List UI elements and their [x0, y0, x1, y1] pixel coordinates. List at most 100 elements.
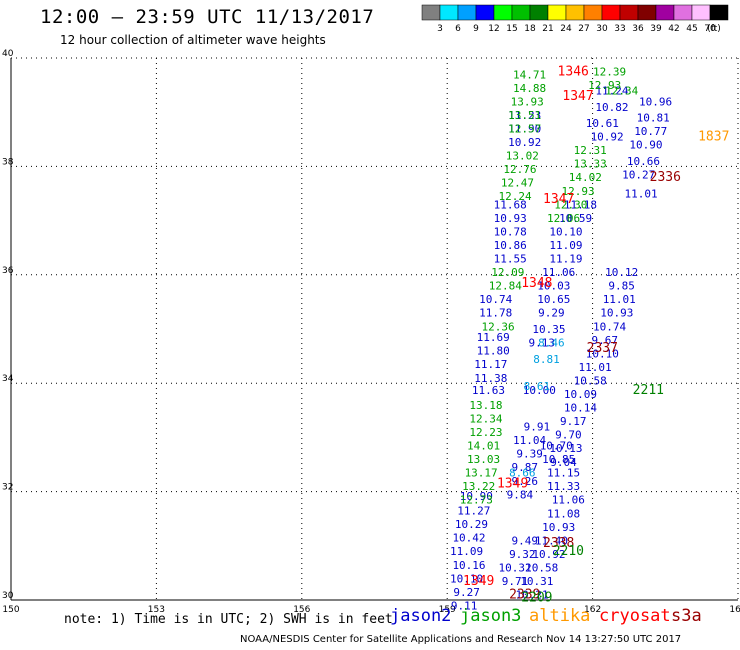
data-point-label: 10.90 — [460, 490, 493, 503]
legend-jason3: jason3 — [460, 606, 522, 626]
data-point-label: 11.55 — [494, 253, 527, 266]
colorbar-label: 3 — [437, 24, 443, 34]
colorbar-label: 30 — [596, 24, 608, 34]
data-point-label: 13.03 — [467, 453, 500, 466]
x-tick-label: 153 — [148, 605, 165, 615]
colorbar-swatch — [529, 4, 549, 21]
data-point-label: 12.84 — [489, 280, 522, 293]
data-point-label: 8.66 — [509, 467, 536, 480]
data-point-label: 10.31 — [520, 575, 553, 588]
colorbar-label: 21 — [542, 24, 553, 34]
data-point-label: 10.35 — [532, 323, 565, 336]
data-point-label: 11.15 — [547, 467, 580, 480]
data-point-label: 1837 — [698, 130, 729, 145]
data-point-label: 11.23 — [508, 109, 541, 122]
data-point-label: 11.04 — [513, 434, 546, 447]
data-point-label: 10.00 — [523, 384, 556, 397]
data-point-label: 11.90 — [508, 122, 541, 135]
data-point-label: 12.34 — [605, 85, 638, 98]
data-point-label: 10.70 — [540, 440, 573, 453]
data-point-label: 10.59 — [559, 212, 592, 225]
data-point-label: 1347 — [562, 89, 593, 104]
data-point-label: 10.90 — [629, 139, 662, 152]
data-point-label: 11.17 — [474, 358, 507, 371]
data-point-label: 14.71 — [513, 68, 546, 81]
x-tick-label: 162 — [584, 605, 601, 615]
colorbar-swatch — [691, 4, 711, 21]
colorbar-label: 27 — [578, 24, 589, 34]
data-point-label: 11.78 — [479, 307, 512, 320]
colorbar-swatch — [619, 4, 639, 21]
data-point-label: 10.77 — [634, 125, 667, 138]
data-point-label: 1347 — [543, 192, 574, 207]
data-point-label: 11.68 — [494, 198, 527, 211]
footer-note: note: 1) Time is in UTC; 2) SWH is in fe… — [64, 612, 393, 627]
data-point-label: 10.92 — [532, 548, 565, 561]
chart-title: 12:00 – 23:59 UTC 11/13/2017 — [40, 6, 375, 28]
colorbar-label: 9 — [473, 24, 479, 34]
data-point-label: 9.91 — [524, 421, 551, 434]
data-point-label: 10.16 — [452, 559, 485, 572]
data-point-label: 1346 — [558, 65, 589, 80]
data-point-label: 10.96 — [639, 95, 672, 108]
colorbar-swatch — [475, 4, 495, 21]
colorbar-label: 42 — [668, 24, 679, 34]
data-point-label: 11.40 — [535, 534, 568, 547]
x-tick-label: 150 — [2, 605, 19, 615]
colorbar-swatch — [709, 4, 729, 21]
colorbar-swatch — [637, 4, 657, 21]
data-point-label: 10.03 — [537, 280, 570, 293]
colorbar-swatch — [547, 4, 567, 21]
data-marks: 11.2311.9010.9211.6810.9310.7810.8611.55… — [450, 65, 729, 613]
data-point-label: 8.61 — [524, 380, 551, 393]
data-point-label: 2338 — [543, 536, 574, 551]
data-point-label: 13.02 — [506, 150, 539, 163]
data-point-label: 9.49 — [511, 534, 538, 547]
legend-cryosat: cryosat — [599, 606, 671, 626]
data-point-label: 10.85 — [542, 453, 575, 466]
data-point-label: 13.33 — [574, 158, 607, 171]
y-tick-label: 32 — [2, 483, 13, 493]
data-point-label: 9.85 — [608, 280, 635, 293]
data-point-label: 13.22 — [462, 480, 495, 493]
data-point-label: 10.10 — [586, 347, 619, 360]
data-point-label: 11.06 — [542, 266, 575, 279]
data-point-label: 11.38 — [474, 372, 507, 385]
y-tick-label: 38 — [2, 157, 14, 167]
data-point-label: 8.46 — [538, 337, 565, 350]
data-point-label: 11.08 — [547, 507, 580, 520]
colorbar-swatch — [565, 4, 585, 21]
data-point-label: 10.12 — [605, 266, 638, 279]
colorbar-swatch — [655, 4, 675, 21]
data-point-label: 12.93 — [561, 185, 594, 198]
data-point-label: 10.21 — [515, 589, 548, 602]
data-point-label: 11.18 — [564, 198, 597, 211]
colorbar-label: 70 — [704, 24, 716, 34]
colorbar-label: 39 — [650, 24, 662, 34]
colorbar-label: 15 — [506, 24, 517, 34]
data-point-label: 9.67 — [591, 334, 618, 347]
data-point-label: 10.93 — [542, 521, 575, 534]
data-point-label: 9.29 — [538, 307, 565, 320]
data-point-label: 11.69 — [477, 331, 510, 344]
colorbar-unit: (ft) — [707, 24, 721, 34]
data-point-label: 10.14 — [564, 402, 597, 415]
grid — [11, 57, 739, 601]
colorbar-swatch — [421, 4, 441, 21]
data-point-label: 9.04 — [550, 456, 577, 469]
colorbar-label: 45 — [686, 24, 697, 34]
data-point-label: 1349 — [497, 476, 528, 491]
data-point-label: 9.84 — [507, 488, 534, 501]
colorbar-label: 24 — [560, 24, 572, 34]
chart-subtitle: 12 hour collection of altimeter wave hei… — [60, 33, 326, 47]
legend-s3a: s3a — [671, 606, 702, 626]
y-tick-label: 40 — [2, 49, 14, 59]
data-point-label: 10.27 — [622, 169, 655, 182]
data-point-label: 10.93 — [600, 307, 633, 320]
data-point-label: 11.01 — [625, 188, 658, 201]
data-point-label: 10.92 — [591, 131, 624, 144]
data-point-label: 8.81 — [533, 353, 560, 366]
data-point-label: 12.93 — [588, 79, 621, 92]
y-tick-label: 30 — [2, 591, 14, 601]
